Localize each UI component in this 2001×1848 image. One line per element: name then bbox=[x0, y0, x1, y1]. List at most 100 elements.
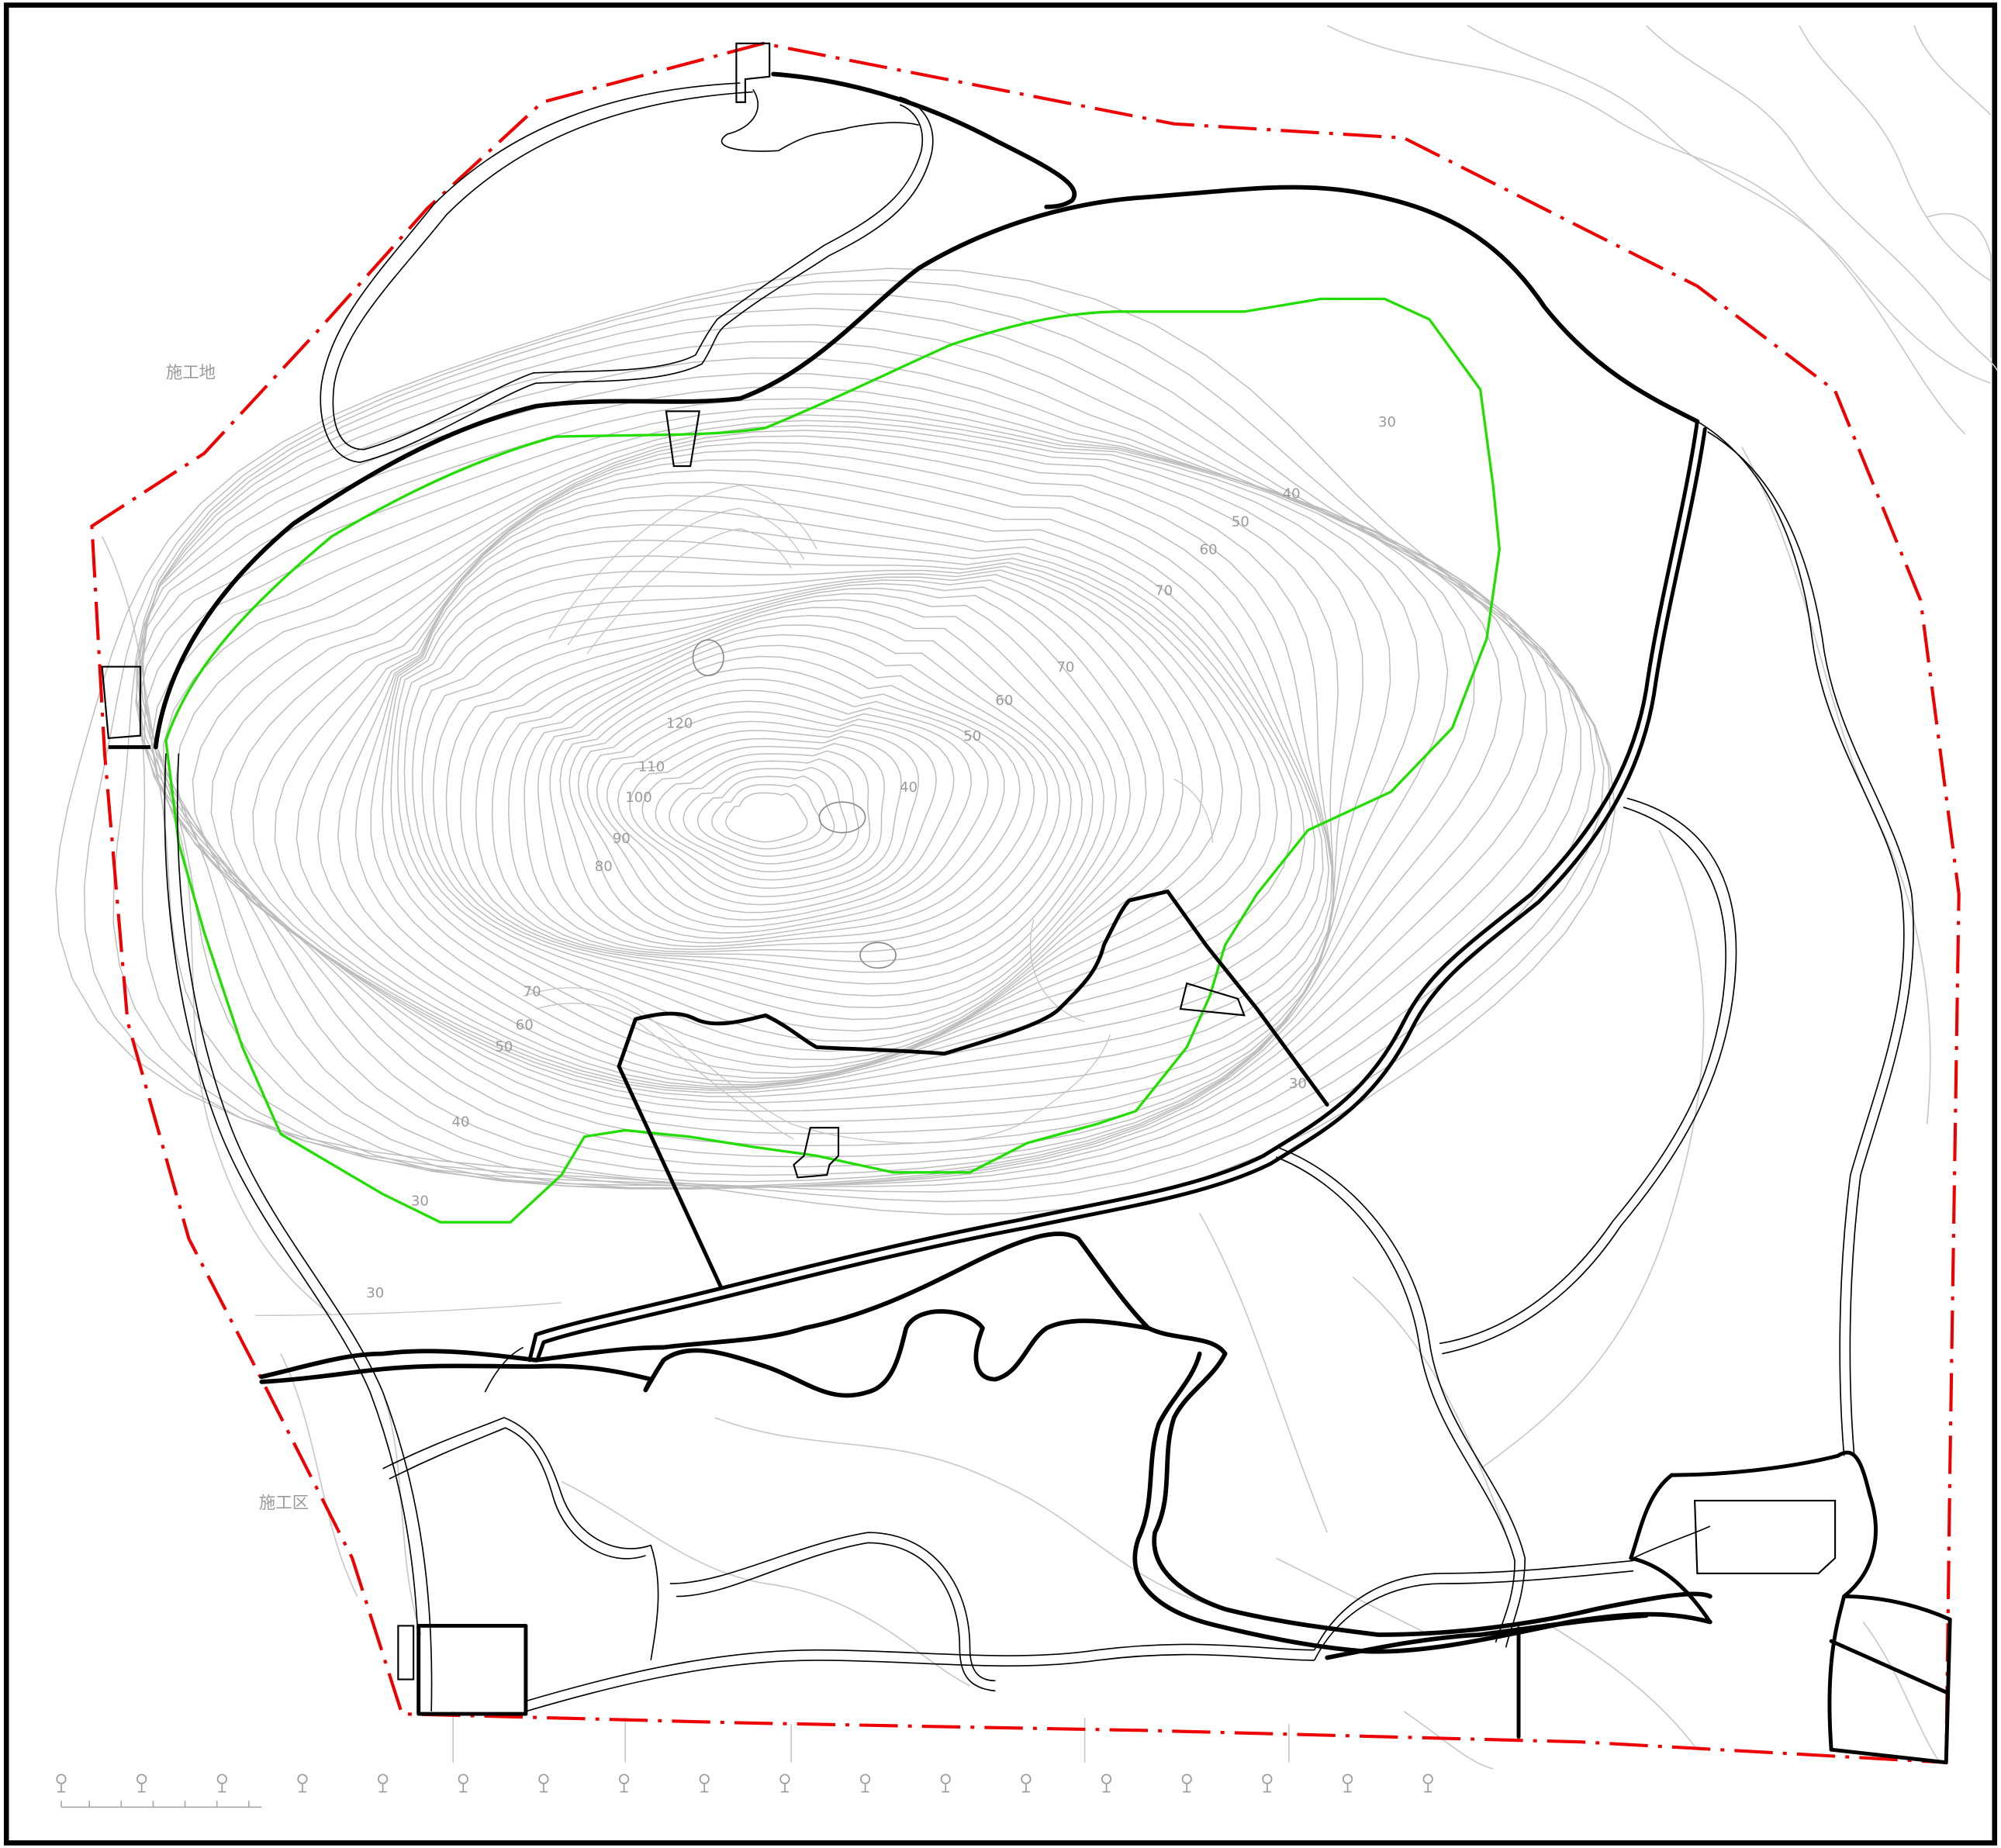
contour-line bbox=[390, 565, 1224, 1069]
contour-label: 90 bbox=[613, 831, 631, 847]
contour-line bbox=[421, 582, 1147, 1032]
contour-line bbox=[143, 414, 1420, 1158]
contour-label: 100 bbox=[625, 789, 652, 806]
contour-line bbox=[475, 606, 1094, 985]
tree-icon bbox=[216, 1774, 227, 1793]
contour-line bbox=[508, 624, 1072, 962]
contour-line bbox=[460, 599, 1105, 997]
contour-label: 60 bbox=[516, 1017, 534, 1033]
tree-icon bbox=[1342, 1774, 1353, 1793]
contour-line bbox=[586, 700, 972, 927]
green-line bbox=[164, 297, 1502, 1224]
tree-icon bbox=[779, 1774, 790, 1793]
contour-line bbox=[274, 469, 1324, 1091]
tree-icon bbox=[1021, 1774, 1032, 1793]
contour-line bbox=[397, 569, 1204, 1061]
tree-icon bbox=[137, 1774, 147, 1793]
minor-paths bbox=[164, 82, 1914, 1712]
contour-labels: 30 30 40 50 60 70 80 90 100 110 120 30 4… bbox=[366, 414, 1396, 1301]
construction-zone-label: 施工区 bbox=[259, 1494, 309, 1513]
contour-line bbox=[112, 293, 1605, 1193]
contour-label: 60 bbox=[995, 693, 1013, 709]
construction-site-label: 施工地 bbox=[166, 363, 216, 382]
contour-line bbox=[403, 574, 1184, 1052]
contour-line bbox=[230, 449, 1332, 1097]
map-frame bbox=[3, 2, 1998, 1846]
contour-label: 30 bbox=[366, 1285, 384, 1301]
contour-label: 60 bbox=[1200, 542, 1218, 558]
contour-line bbox=[669, 758, 859, 872]
tree-icon bbox=[1101, 1774, 1112, 1793]
hill-contours bbox=[55, 268, 1616, 1215]
contour-line bbox=[163, 424, 1364, 1135]
terrace-steps bbox=[255, 485, 1213, 1316]
scale-bar bbox=[60, 1801, 262, 1808]
contour-line bbox=[491, 614, 1083, 973]
contour-line bbox=[137, 407, 1449, 1168]
contour-line bbox=[337, 509, 1292, 1086]
outer-contours bbox=[101, 25, 1998, 1770]
tree-icon bbox=[297, 1774, 308, 1793]
contour-line bbox=[370, 539, 1261, 1079]
contour-line bbox=[412, 579, 1165, 1042]
contour-line bbox=[711, 784, 822, 850]
contour-line bbox=[549, 655, 1035, 948]
contour-line bbox=[140, 307, 1596, 1187]
contour-line bbox=[606, 720, 937, 914]
main-roads bbox=[153, 71, 1952, 1765]
contour-line bbox=[136, 386, 1502, 1183]
contour-line bbox=[137, 372, 1526, 1187]
tree-icon bbox=[940, 1774, 951, 1793]
contour-line bbox=[655, 750, 871, 881]
contour-line bbox=[192, 435, 1335, 1112]
tree-icon bbox=[1181, 1774, 1192, 1793]
tree-icon bbox=[1422, 1774, 1433, 1793]
contour-line bbox=[596, 711, 955, 921]
contour-line bbox=[150, 420, 1391, 1147]
structures bbox=[101, 42, 1837, 1680]
contour-line bbox=[696, 775, 835, 857]
tree-icon bbox=[860, 1774, 871, 1793]
tree-icon bbox=[699, 1774, 710, 1793]
tree-icon bbox=[538, 1774, 549, 1793]
contour-line bbox=[252, 459, 1330, 1093]
contour-label: 70 bbox=[1155, 582, 1173, 599]
contour-label: 50 bbox=[963, 728, 981, 744]
contour-line bbox=[317, 495, 1306, 1088]
contour-label: 70 bbox=[1056, 659, 1074, 675]
contour-label: 80 bbox=[595, 858, 613, 875]
contour-label: 40 bbox=[451, 1114, 469, 1131]
summit-marks bbox=[692, 639, 897, 969]
contour-line bbox=[725, 792, 808, 843]
contour-label: 70 bbox=[524, 984, 541, 1000]
contour-line bbox=[432, 587, 1132, 1021]
contour-line bbox=[569, 679, 1005, 939]
contour-line bbox=[617, 730, 919, 906]
contour-line bbox=[629, 736, 902, 897]
contour-line bbox=[641, 743, 886, 889]
contour-line bbox=[142, 323, 1581, 1189]
contour-label: 30 bbox=[1378, 414, 1396, 430]
site-boundary bbox=[90, 41, 1961, 1764]
tree-icon bbox=[619, 1774, 630, 1793]
contour-label: 30 bbox=[1289, 1076, 1307, 1092]
contour-label: 110 bbox=[638, 759, 665, 775]
contour-line bbox=[577, 689, 989, 934]
contour-label: 30 bbox=[411, 1193, 429, 1210]
tree-icon bbox=[458, 1774, 468, 1793]
tree-icon bbox=[1262, 1774, 1273, 1793]
contour-label: 40 bbox=[900, 779, 918, 796]
contour-line bbox=[84, 279, 1611, 1203]
contour-line bbox=[537, 644, 1049, 951]
contour-line bbox=[524, 634, 1061, 953]
tree-icon-row bbox=[56, 1774, 1433, 1793]
contour-line bbox=[559, 667, 1021, 944]
contour-line bbox=[445, 592, 1118, 1009]
contour-line bbox=[135, 398, 1475, 1176]
contour-label: 120 bbox=[666, 716, 693, 732]
contour-line bbox=[138, 357, 1548, 1190]
contour-line bbox=[354, 523, 1278, 1083]
contour-label: 40 bbox=[1283, 485, 1301, 502]
contour-line bbox=[382, 555, 1242, 1075]
